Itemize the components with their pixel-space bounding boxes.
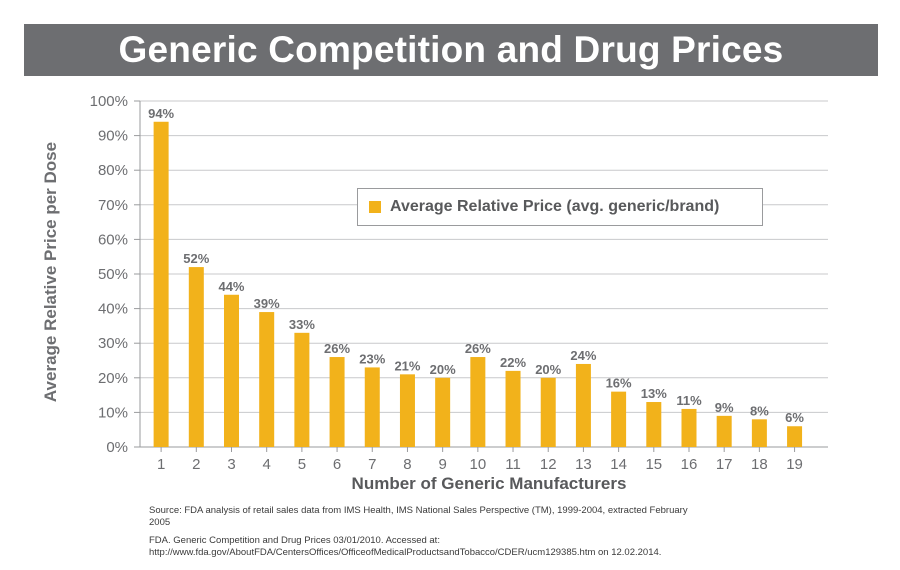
data-label: 8% [750, 403, 769, 418]
y-tick-label: 0% [106, 439, 128, 456]
data-label: 94% [148, 106, 174, 121]
bar [540, 377, 556, 447]
data-label: 22% [500, 355, 526, 370]
y-tick-label: 50% [98, 266, 128, 283]
bar [364, 367, 380, 447]
x-tick-label: 5 [298, 456, 306, 473]
x-tick-label: 14 [610, 456, 627, 473]
x-tick-label: 18 [751, 456, 768, 473]
data-label: 20% [430, 362, 456, 377]
bar [681, 408, 697, 447]
x-tick-label: 3 [227, 456, 235, 473]
bar [787, 426, 803, 447]
y-tick-label: 60% [98, 231, 128, 248]
bar [435, 377, 451, 447]
bar [611, 391, 627, 447]
citation-note: FDA. Generic Competition and Drug Prices… [149, 535, 662, 558]
bar [329, 357, 345, 447]
legend-swatch [369, 201, 381, 213]
y-tick-label: 90% [98, 128, 128, 145]
data-label: 26% [324, 341, 350, 356]
title-bar: Generic Competition and Drug Prices [24, 24, 878, 76]
x-tick-label: 1 [157, 456, 165, 473]
y-tick-label: 40% [98, 301, 128, 318]
bar [505, 370, 521, 447]
data-label: 21% [394, 358, 420, 373]
bar [575, 363, 591, 447]
x-tick-label: 13 [575, 456, 592, 473]
x-tick-label: 6 [333, 456, 341, 473]
x-axis-label: Number of Generic Manufacturers [351, 474, 627, 493]
data-label: 13% [641, 386, 667, 401]
data-label: 26% [465, 341, 491, 356]
x-tick-label: 15 [645, 456, 662, 473]
y-tick-label: 80% [98, 162, 128, 179]
bar [153, 121, 169, 447]
data-label: 52% [183, 251, 209, 266]
data-label: 16% [606, 376, 632, 391]
x-tick-label: 10 [469, 456, 486, 473]
bar [223, 294, 239, 447]
chart-title: Generic Competition and Drug Prices [118, 29, 784, 70]
y-tick-label: 70% [98, 197, 128, 214]
bar [470, 357, 486, 447]
y-axis-label: Average Relative Price per Dose [41, 141, 60, 403]
bar [716, 415, 732, 447]
data-label: 33% [289, 317, 315, 332]
legend: Average Relative Price (avg. generic/bra… [357, 188, 763, 226]
x-tick-label: 8 [403, 456, 411, 473]
x-tick-label: 16 [681, 456, 698, 473]
data-label: 44% [218, 279, 244, 294]
bar [259, 312, 275, 447]
bar [646, 402, 662, 447]
data-label: 23% [359, 351, 385, 366]
x-tick-label: 4 [263, 456, 271, 473]
y-tick-label: 20% [98, 370, 128, 387]
y-tick-label: 100% [90, 93, 128, 110]
data-label: 39% [254, 296, 280, 311]
bar [294, 332, 310, 447]
source-note: Source: FDA analysis of retail sales dat… [149, 505, 688, 528]
y-tick-label: 10% [98, 404, 128, 421]
x-tick-label: 19 [786, 456, 803, 473]
data-label: 24% [570, 348, 596, 363]
x-tick-label: 17 [716, 456, 733, 473]
data-label: 9% [715, 400, 734, 415]
data-label: 11% [676, 393, 702, 408]
x-tick-label: 7 [368, 456, 376, 473]
bar [399, 374, 415, 447]
x-tick-label: 11 [505, 456, 521, 473]
legend-label: Average Relative Price (avg. generic/bra… [390, 198, 720, 215]
data-label: 20% [535, 362, 561, 377]
bar [751, 419, 767, 447]
x-tick-label: 12 [540, 456, 557, 473]
x-tick-label: 9 [438, 456, 446, 473]
bar [188, 267, 204, 447]
x-tick-label: 2 [192, 456, 200, 473]
y-tick-label: 30% [98, 335, 128, 352]
data-label: 6% [785, 410, 804, 425]
